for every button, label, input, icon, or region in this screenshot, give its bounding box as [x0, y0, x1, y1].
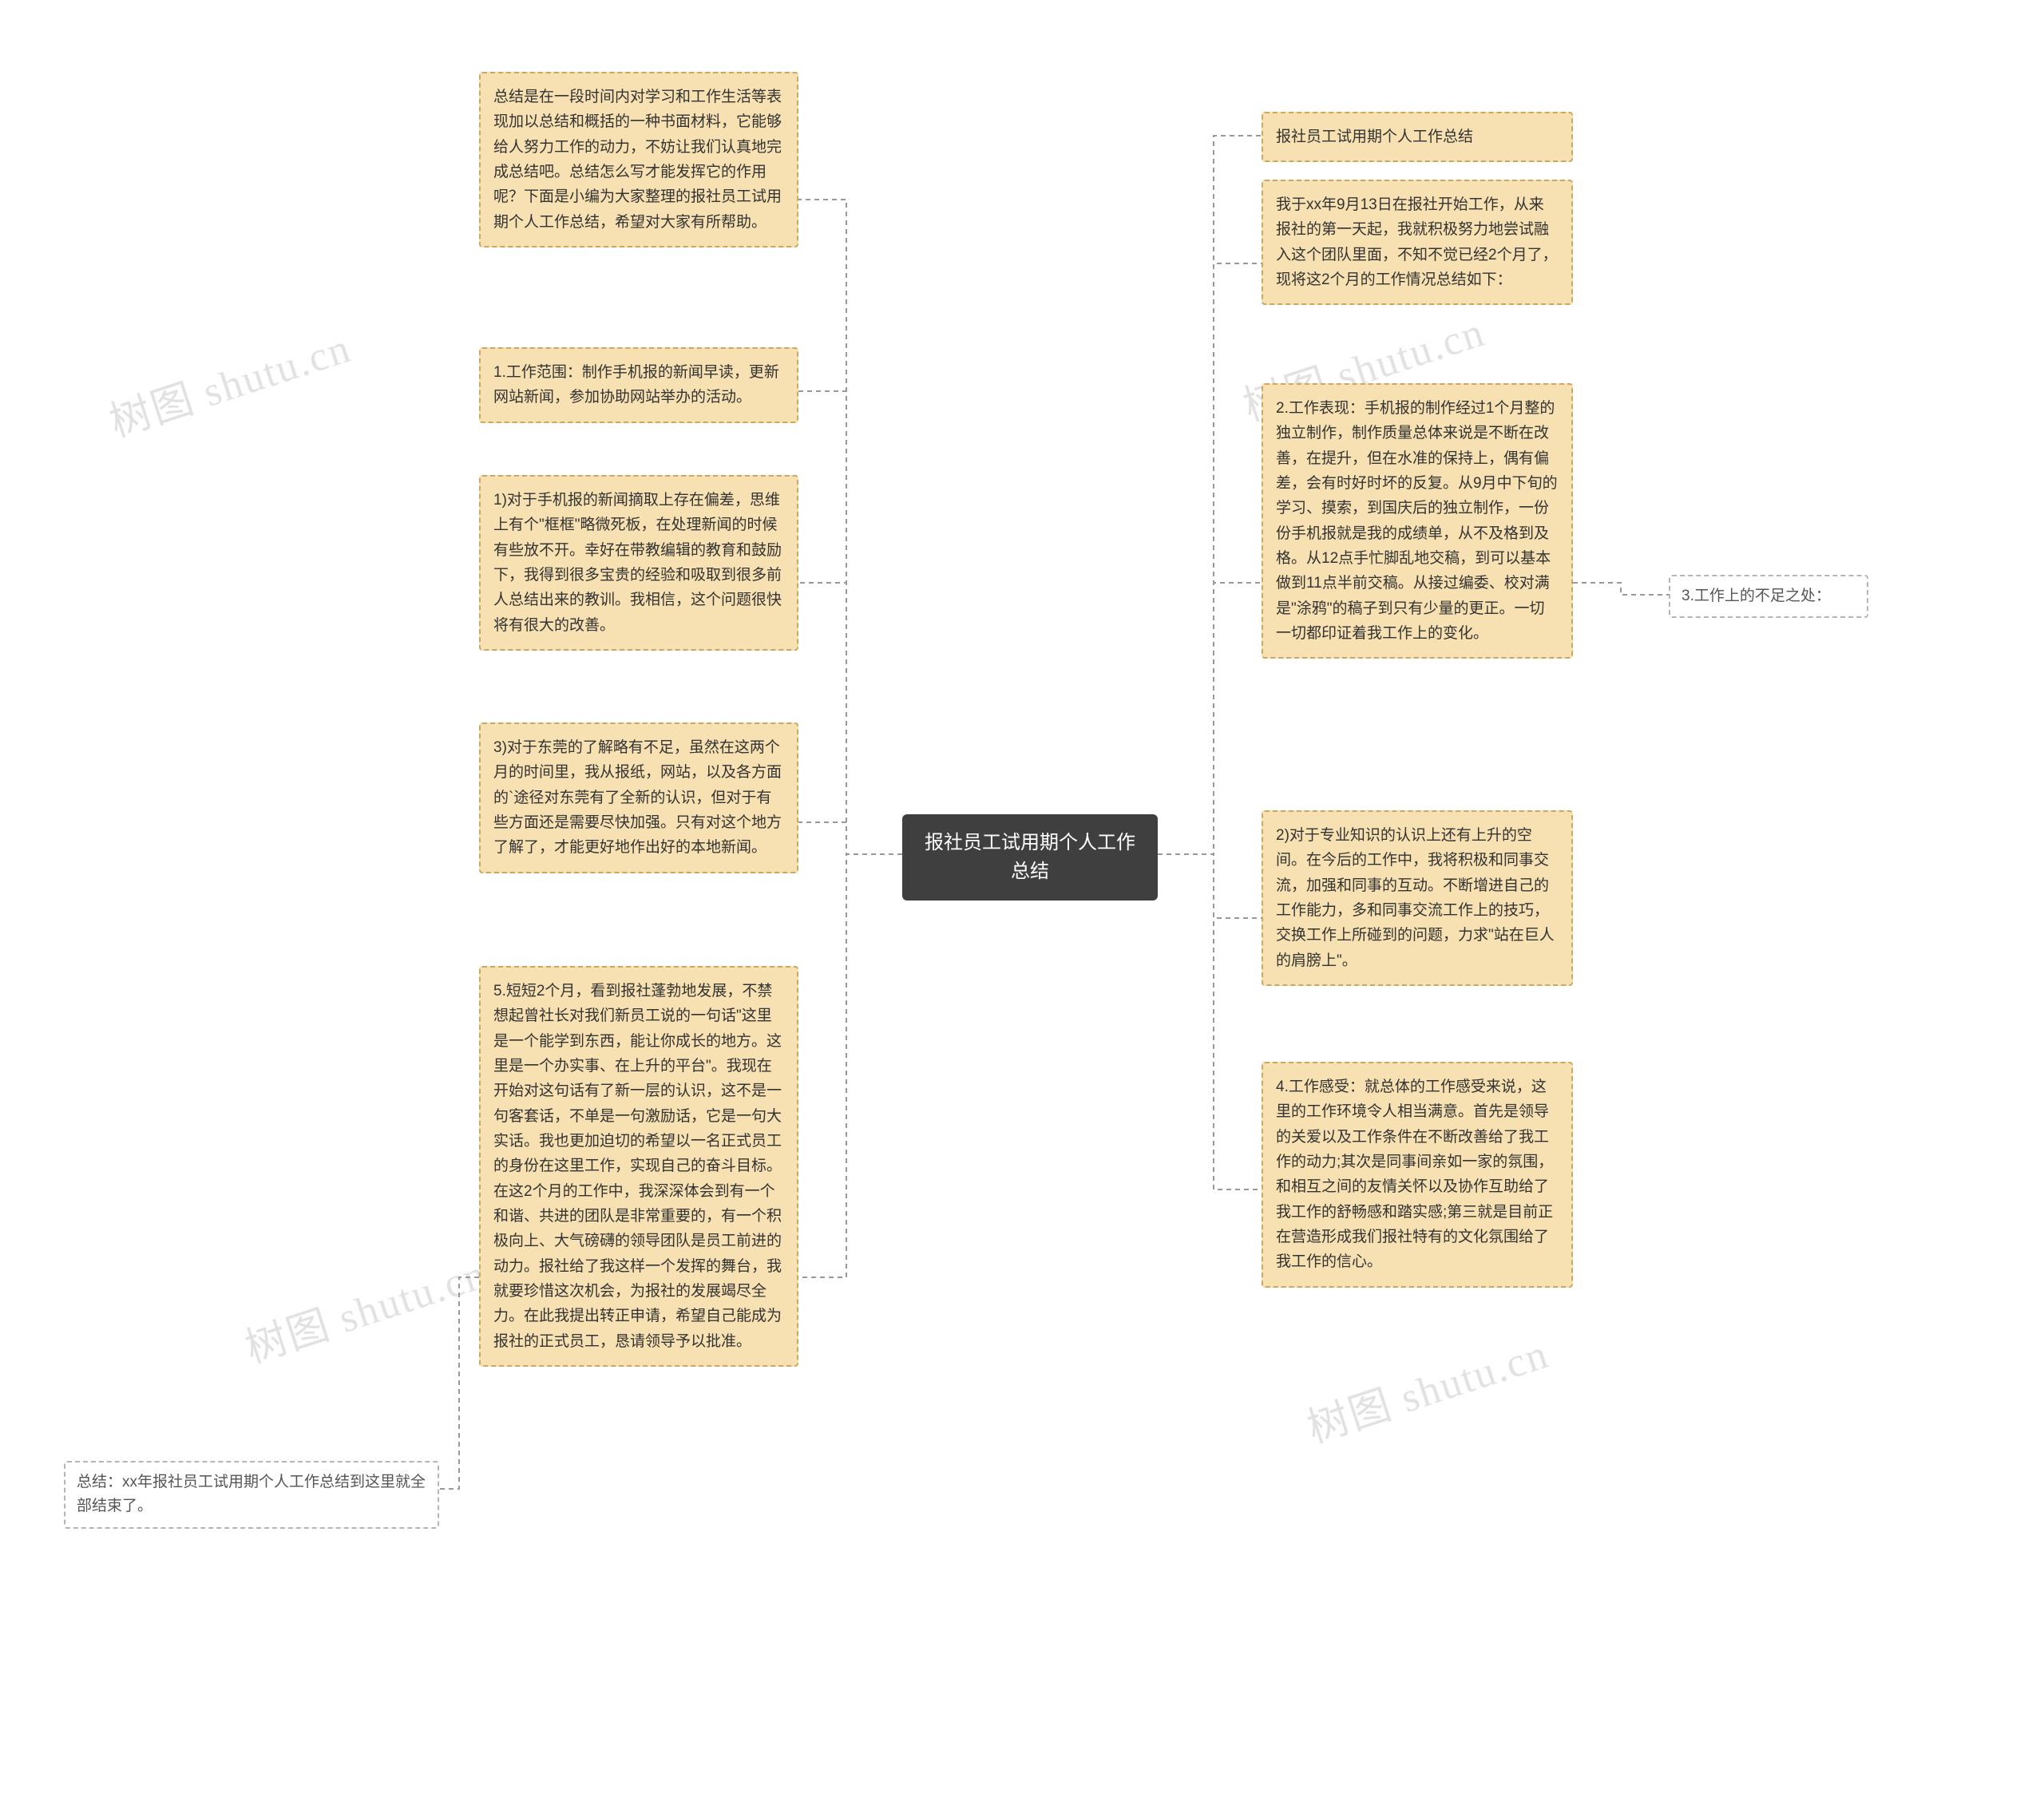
connector	[1158, 263, 1262, 854]
right-leaf-shortcoming[interactable]: 3.工作上的不足之处：	[1669, 575, 1868, 618]
connector	[798, 200, 902, 854]
connector	[798, 822, 902, 854]
connector	[1158, 136, 1262, 854]
right-node-title[interactable]: 报社员工试用期个人工作总结	[1262, 112, 1573, 162]
connector	[798, 854, 902, 1277]
left-node-intro[interactable]: 总结是在一段时间内对学习和工作生活等表现加以总结和概括的一种书面材料，它能够给人…	[479, 72, 798, 247]
right-node-start[interactable]: 我于xx年9月13日在报社开始工作，从来报社的第一天起，我就积极努力地尝试融入这…	[1262, 180, 1573, 305]
right-node-knowledge[interactable]: 2)对于专业知识的认识上还有上升的空间。在今后的工作中，我将积极和同事交流，加强…	[1262, 810, 1573, 986]
center-topic[interactable]: 报社员工试用期个人工作 总结	[902, 814, 1158, 901]
right-node-feeling[interactable]: 4.工作感受：就总体的工作感受来说，这里的工作环境令人相当满意。首先是领导的关爱…	[1262, 1062, 1573, 1288]
right-node-performance[interactable]: 2.工作表现：手机报的制作经过1个月整的独立制作，制作质量总体来说是不断在改善，…	[1262, 383, 1573, 659]
connector	[1573, 583, 1669, 595]
watermark: 树图 shutu.cn	[101, 314, 358, 448]
watermark: 树图 shutu.cn	[236, 1240, 493, 1374]
left-node-scope[interactable]: 1.工作范围：制作手机报的新闻早读，更新网站新闻，参加协助网站举办的活动。	[479, 347, 798, 423]
connector	[1158, 854, 1262, 1189]
left-node-issue1[interactable]: 1)对于手机报的新闻摘取上存在偏差，思维上有个"框框"略微死板，在处理新闻的时候…	[479, 475, 798, 651]
connector	[798, 391, 902, 854]
left-node-issue3[interactable]: 3)对于东莞的了解略有不足，虽然在这两个月的时间里，我从报纸，网站，以及各方面的…	[479, 722, 798, 873]
center-topic-line2: 总结	[1011, 861, 1049, 882]
connector	[1158, 854, 1262, 918]
mindmap-canvas: 树图 shutu.cn 树图 shutu.cn 树图 shutu.cn 树图 s…	[0, 0, 2044, 1805]
connector	[439, 1277, 479, 1489]
watermark: 树图 shutu.cn	[1298, 1320, 1555, 1454]
left-node-summary5[interactable]: 5.短短2个月，看到报社蓬勃地发展，不禁想起曾社长对我们新员工说的一句话"这里是…	[479, 966, 798, 1367]
connector	[798, 583, 902, 854]
connectors-layer	[0, 0, 2044, 1805]
connector	[1158, 583, 1262, 854]
left-leaf-conclusion[interactable]: 总结：xx年报社员工试用期个人工作总结到这里就全部结束了。	[64, 1461, 439, 1529]
center-topic-line1: 报社员工试用期个人工作	[925, 832, 1135, 853]
